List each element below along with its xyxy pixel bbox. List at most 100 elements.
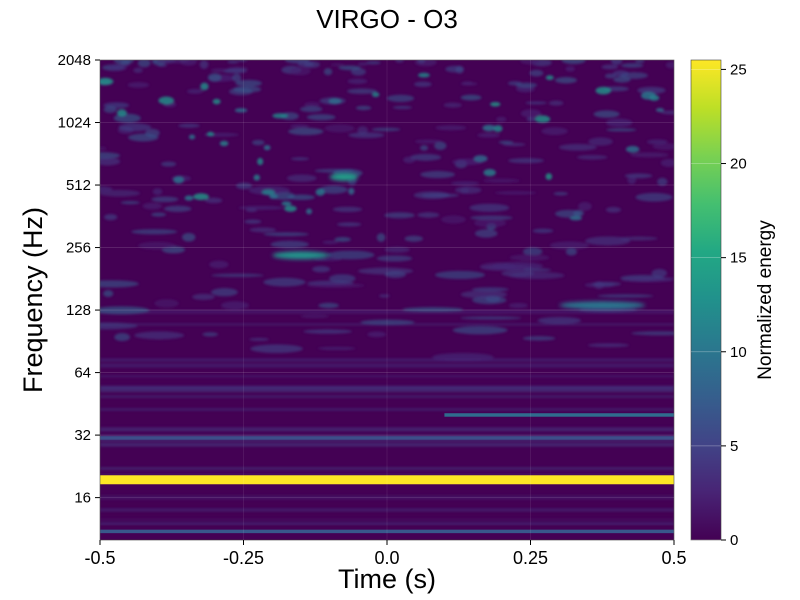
texture-speck (113, 60, 134, 65)
texture-speck (565, 248, 578, 256)
colorbar-tick-label: 20 (730, 156, 747, 173)
texture-speck (137, 60, 151, 68)
texture-speck (473, 155, 488, 163)
texture-speck (588, 137, 613, 146)
heatmap-background (100, 60, 674, 540)
texture-speck (257, 157, 264, 166)
texture-speck (591, 281, 621, 287)
texture-band (100, 508, 674, 512)
texture-speck (445, 65, 464, 73)
y-tick-label: 32 (74, 427, 91, 444)
texture-band (100, 358, 674, 362)
x-axis-label: Time (s) (338, 564, 436, 594)
texture-speck (263, 232, 309, 237)
texture-speck (509, 254, 550, 261)
texture-speck (619, 236, 658, 241)
texture-speck (151, 212, 167, 217)
texture-speck (317, 346, 356, 351)
texture-speck (593, 110, 620, 118)
texture-speck (410, 153, 442, 161)
heatmap-texture (100, 60, 674, 526)
texture-speck (625, 145, 640, 153)
texture-speck (522, 336, 556, 341)
texture-speck (318, 302, 339, 309)
texture-speck (452, 325, 508, 335)
texture-speck (348, 187, 355, 195)
texture-speck (322, 240, 339, 244)
heatmap-features (100, 172, 674, 534)
texture-speck (252, 139, 265, 146)
texture-speck (482, 178, 521, 183)
texture-speck (249, 337, 269, 342)
energy-line (444, 413, 674, 417)
texture-speck (300, 106, 323, 113)
texture-speck (482, 124, 496, 132)
texture-speck (249, 227, 277, 233)
texture-speck (324, 124, 355, 133)
texture-speck (541, 127, 568, 136)
texture-speck (474, 229, 498, 238)
texture-speck (328, 98, 342, 105)
texture-speck (553, 191, 568, 196)
texture-speck (152, 188, 163, 195)
texture-speck (471, 287, 509, 292)
texture-speck (660, 110, 674, 115)
texture-speck (205, 197, 223, 204)
texture-speck (120, 201, 140, 205)
texture-speck (113, 113, 141, 123)
x-tick-label: -0.5 (84, 548, 115, 568)
texture-speck (306, 283, 365, 288)
colorbar-tick-label: 10 (730, 344, 747, 361)
x-tick-label: 0.0 (374, 548, 399, 568)
texture-speck (537, 316, 582, 325)
texture-band (100, 395, 674, 398)
texture-speck (587, 343, 630, 348)
texture-speck (238, 205, 284, 210)
texture-speck (348, 132, 385, 139)
colorbar (690, 59, 722, 541)
texture-speck (376, 255, 413, 262)
texture-speck (151, 196, 179, 203)
texture-speck (384, 212, 415, 219)
texture-speck (103, 290, 114, 298)
texture-speck (520, 109, 542, 118)
y-tick-label: 16 (74, 490, 91, 507)
texture-speck (646, 139, 668, 145)
texture-band (100, 522, 674, 526)
energy-blob (329, 172, 359, 181)
texture-speck (336, 222, 362, 227)
texture-speck (346, 88, 377, 95)
colorbar-tick-label: 25 (730, 61, 747, 78)
texture-speck (525, 101, 547, 105)
texture-speck (384, 246, 410, 253)
energy-line (100, 529, 674, 534)
texture-speck (474, 218, 507, 228)
colorbar-axis: 0 5 10 15 20 25 (691, 61, 747, 549)
texture-speck (612, 70, 629, 77)
texture-speck (100, 280, 139, 288)
texture-speck (450, 181, 480, 186)
texture-speck (127, 82, 150, 88)
texture-band (100, 519, 674, 521)
texture-speck (576, 154, 608, 160)
texture-speck (606, 118, 633, 127)
texture-speck (212, 98, 221, 105)
texture-speck (585, 236, 631, 246)
texture-speck (601, 64, 619, 70)
texture-speck (142, 202, 162, 210)
texture-band (100, 363, 674, 368)
y-axis: 16 32 64 128 256 512 1024 2048 (58, 52, 674, 507)
texture-speck (347, 78, 368, 84)
texture-speck (417, 212, 440, 218)
texture-speck (469, 203, 510, 212)
texture-speck (314, 257, 342, 261)
texture-speck (460, 316, 522, 320)
texture-band (100, 467, 674, 470)
texture-speck (483, 168, 496, 177)
texture-speck (134, 331, 185, 340)
texture-speck (314, 168, 355, 173)
x-tick-label: 0.5 (661, 548, 686, 568)
texture-speck (100, 77, 114, 86)
texture-speck (386, 94, 415, 102)
texture-speck (223, 68, 248, 74)
